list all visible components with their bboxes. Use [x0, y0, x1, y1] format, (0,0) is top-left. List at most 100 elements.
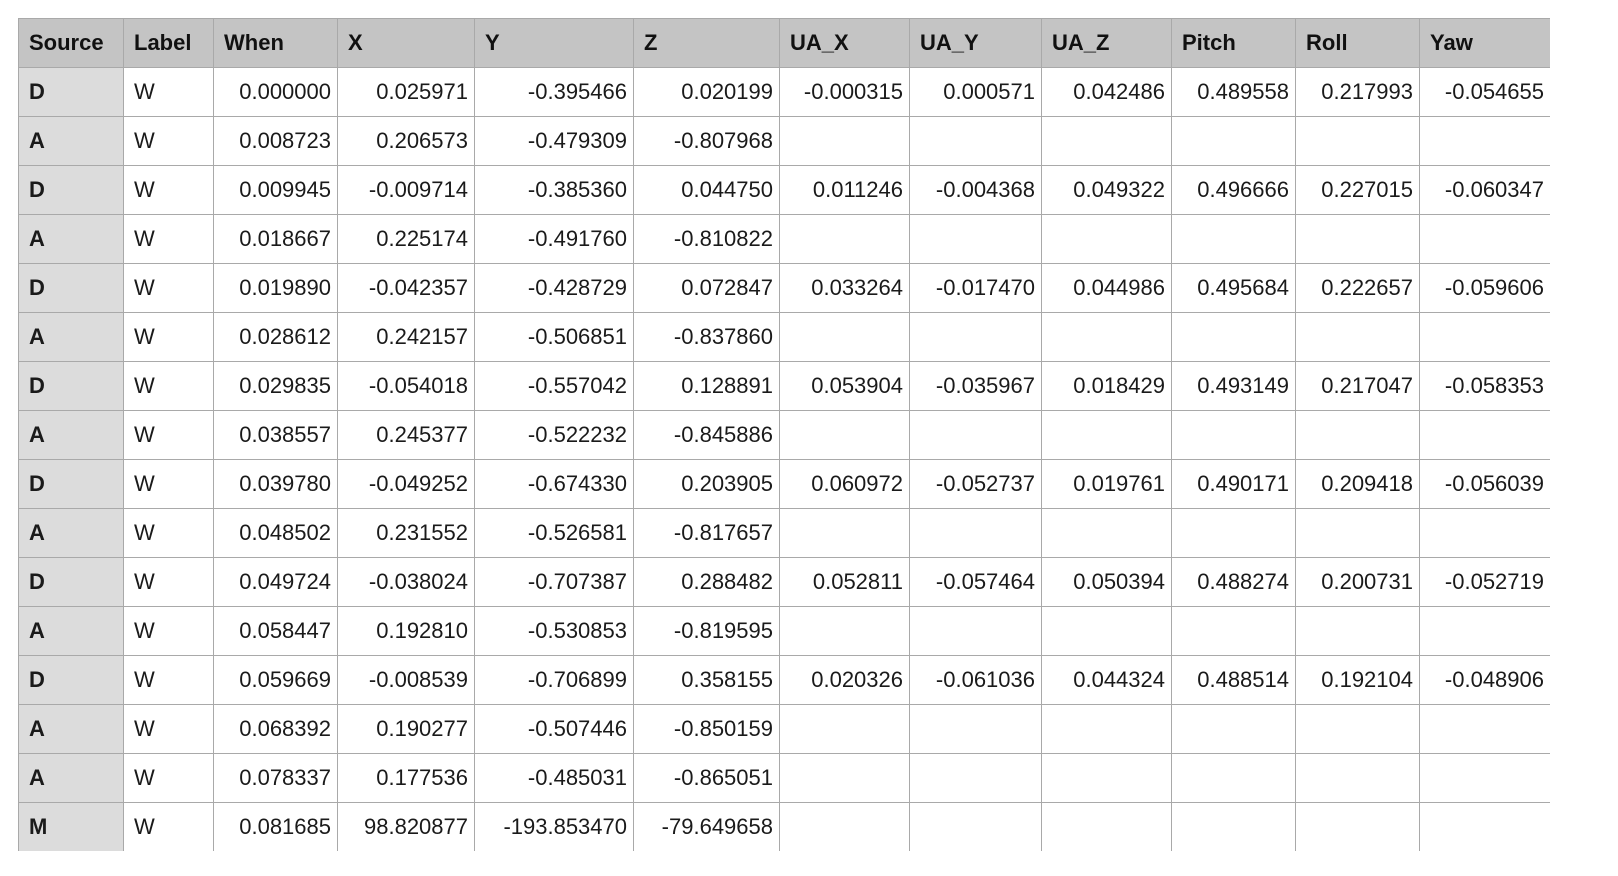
cell-label[interactable]: W [123, 361, 214, 411]
cell-roll[interactable] [1295, 802, 1420, 851]
cell-z[interactable]: 0.288482 [633, 557, 780, 607]
cell-ua-z[interactable]: 0.042486 [1041, 67, 1172, 117]
cell-z[interactable]: 0.020199 [633, 67, 780, 117]
table-row[interactable]: D W 0.019890 -0.042357 -0.428729 0.072847 0.03… [18, 263, 1550, 313]
cell-roll[interactable]: 0.200731 [1295, 557, 1420, 607]
column-header-when[interactable]: When [213, 18, 338, 68]
column-header-pitch[interactable]: Pitch [1171, 18, 1296, 68]
cell-ua-y[interactable]: 0.000571 [909, 67, 1042, 117]
cell-y[interactable]: -0.706899 [474, 655, 634, 705]
cell-ua-y[interactable]: -0.017470 [909, 263, 1042, 313]
cell-yaw[interactable] [1419, 410, 1550, 460]
cell-when[interactable]: 0.059669 [213, 655, 338, 705]
cell-y[interactable]: -0.526581 [474, 508, 634, 558]
cell-ua-y[interactable] [909, 214, 1042, 264]
cell-x[interactable]: -0.008539 [337, 655, 475, 705]
cell-source[interactable]: A [18, 116, 124, 166]
cell-label[interactable]: W [123, 753, 214, 803]
cell-ua-x[interactable] [779, 753, 910, 803]
cell-ua-x[interactable]: -0.000315 [779, 67, 910, 117]
cell-ua-x[interactable]: 0.060972 [779, 459, 910, 509]
cell-roll[interactable] [1295, 116, 1420, 166]
cell-x[interactable]: 0.231552 [337, 508, 475, 558]
cell-roll[interactable] [1295, 704, 1420, 754]
cell-ua-x[interactable] [779, 704, 910, 754]
column-header-source[interactable]: Source [18, 18, 124, 68]
column-header-ua-z[interactable]: UA_Z [1041, 18, 1172, 68]
cell-y[interactable]: -0.428729 [474, 263, 634, 313]
cell-when[interactable]: 0.029835 [213, 361, 338, 411]
cell-y[interactable]: -0.522232 [474, 410, 634, 460]
cell-when[interactable]: 0.048502 [213, 508, 338, 558]
cell-pitch[interactable] [1171, 606, 1296, 656]
cell-roll[interactable]: 0.209418 [1295, 459, 1420, 509]
cell-ua-z[interactable]: 0.044986 [1041, 263, 1172, 313]
cell-roll[interactable] [1295, 214, 1420, 264]
cell-yaw[interactable]: -0.048906 [1419, 655, 1550, 705]
cell-roll[interactable]: 0.227015 [1295, 165, 1420, 215]
table-row[interactable]: A W 0.018667 0.225174 -0.491760 -0.810822 [18, 214, 1550, 264]
cell-label[interactable]: W [123, 410, 214, 460]
cell-y[interactable]: -0.491760 [474, 214, 634, 264]
cell-ua-z[interactable]: 0.019761 [1041, 459, 1172, 509]
cell-z[interactable]: 0.128891 [633, 361, 780, 411]
cell-yaw[interactable]: -0.060347 [1419, 165, 1550, 215]
cell-pitch[interactable] [1171, 508, 1296, 558]
cell-when[interactable]: 0.009945 [213, 165, 338, 215]
cell-pitch[interactable] [1171, 312, 1296, 362]
cell-x[interactable]: 0.177536 [337, 753, 475, 803]
cell-source[interactable]: A [18, 508, 124, 558]
cell-z[interactable]: -0.819595 [633, 606, 780, 656]
cell-pitch[interactable] [1171, 802, 1296, 851]
cell-ua-x[interactable] [779, 606, 910, 656]
cell-z[interactable]: -0.837860 [633, 312, 780, 362]
table-row[interactable]: A W 0.058447 0.192810 -0.530853 -0.819595 [18, 606, 1550, 656]
cell-ua-y[interactable] [909, 753, 1042, 803]
cell-ua-z[interactable] [1041, 312, 1172, 362]
cell-ua-z[interactable] [1041, 410, 1172, 460]
cell-z[interactable]: -0.810822 [633, 214, 780, 264]
cell-ua-y[interactable]: -0.057464 [909, 557, 1042, 607]
cell-y[interactable]: -0.530853 [474, 606, 634, 656]
cell-when[interactable]: 0.038557 [213, 410, 338, 460]
cell-when[interactable]: 0.019890 [213, 263, 338, 313]
cell-label[interactable]: W [123, 67, 214, 117]
cell-pitch[interactable] [1171, 410, 1296, 460]
cell-pitch[interactable]: 0.488514 [1171, 655, 1296, 705]
cell-ua-x[interactable]: 0.011246 [779, 165, 910, 215]
cell-pitch[interactable] [1171, 116, 1296, 166]
cell-source[interactable]: A [18, 704, 124, 754]
cell-roll[interactable] [1295, 753, 1420, 803]
cell-pitch[interactable]: 0.490171 [1171, 459, 1296, 509]
column-header-roll[interactable]: Roll [1295, 18, 1420, 68]
cell-x[interactable]: -0.009714 [337, 165, 475, 215]
cell-pitch[interactable]: 0.495684 [1171, 263, 1296, 313]
cell-x[interactable]: -0.054018 [337, 361, 475, 411]
cell-ua-y[interactable]: -0.035967 [909, 361, 1042, 411]
cell-y[interactable]: -0.557042 [474, 361, 634, 411]
cell-when[interactable]: 0.000000 [213, 67, 338, 117]
cell-z[interactable]: -0.850159 [633, 704, 780, 754]
cell-ua-x[interactable] [779, 116, 910, 166]
cell-source[interactable]: A [18, 312, 124, 362]
cell-ua-y[interactable]: -0.052737 [909, 459, 1042, 509]
cell-source[interactable]: A [18, 214, 124, 264]
cell-ua-x[interactable]: 0.053904 [779, 361, 910, 411]
cell-yaw[interactable]: -0.058353 [1419, 361, 1550, 411]
cell-pitch[interactable]: 0.496666 [1171, 165, 1296, 215]
cell-ua-y[interactable] [909, 312, 1042, 362]
cell-y[interactable]: -0.507446 [474, 704, 634, 754]
cell-ua-x[interactable] [779, 410, 910, 460]
cell-source[interactable]: D [18, 67, 124, 117]
cell-source[interactable]: D [18, 263, 124, 313]
cell-yaw[interactable]: -0.059606 [1419, 263, 1550, 313]
cell-ua-z[interactable] [1041, 606, 1172, 656]
cell-x[interactable]: 0.242157 [337, 312, 475, 362]
cell-source[interactable]: D [18, 361, 124, 411]
cell-x[interactable]: -0.038024 [337, 557, 475, 607]
cell-yaw[interactable] [1419, 214, 1550, 264]
cell-yaw[interactable] [1419, 704, 1550, 754]
cell-ua-z[interactable] [1041, 508, 1172, 558]
cell-when[interactable]: 0.039780 [213, 459, 338, 509]
cell-x[interactable]: 0.192810 [337, 606, 475, 656]
